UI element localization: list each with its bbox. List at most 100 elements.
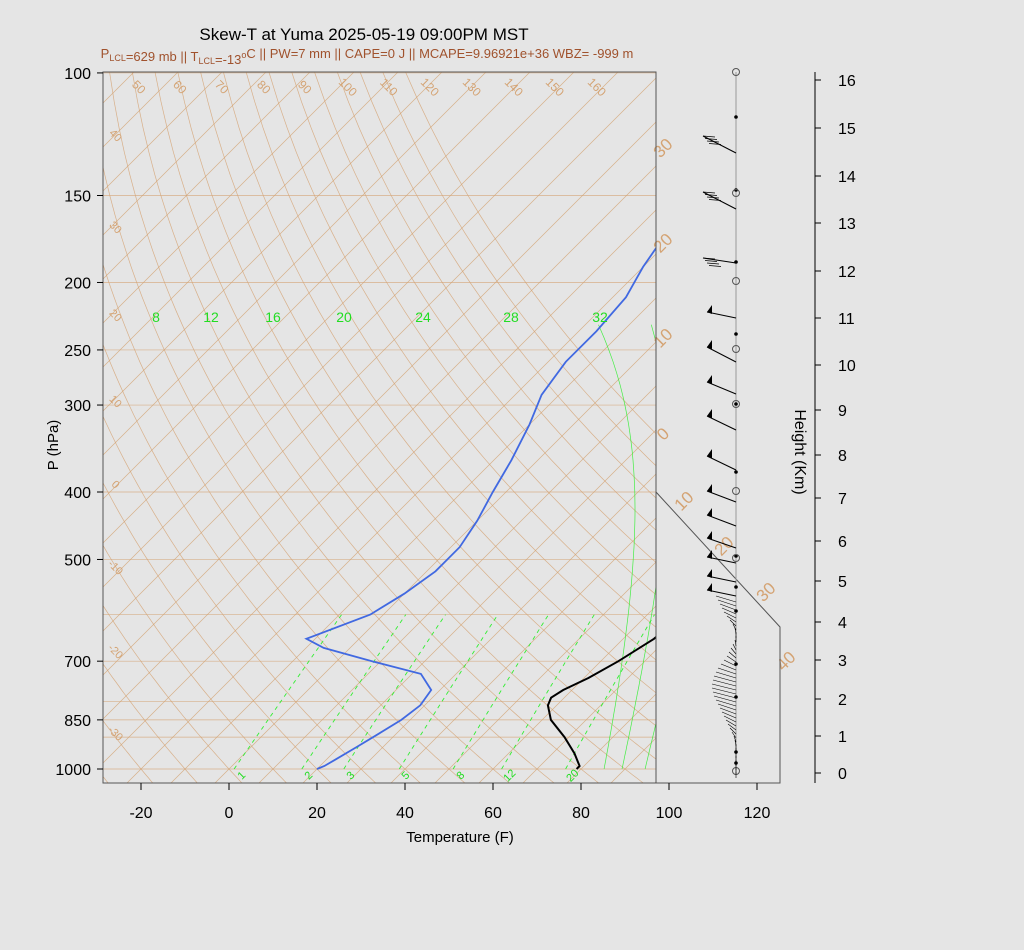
dry-adiabat xyxy=(103,544,288,783)
wind-pennant xyxy=(707,305,712,314)
dry-adiabat xyxy=(0,41,64,784)
dry-adiabat xyxy=(132,72,600,783)
x-tick-label: 80 xyxy=(572,805,590,822)
wind-barb-low xyxy=(715,671,737,679)
isotherm-label: -20 xyxy=(105,642,125,662)
dry-adiabat xyxy=(103,263,466,783)
mixing-ratio-label: 12 xyxy=(203,309,219,325)
moist-adiabat xyxy=(644,721,656,770)
isotherm-label: 110 xyxy=(377,75,401,99)
wind-dot xyxy=(734,470,738,474)
wind-barb-low xyxy=(715,699,737,707)
isotherm-line xyxy=(103,72,179,148)
wind-barb-low xyxy=(721,607,737,615)
wind-barb xyxy=(706,455,737,471)
isotherm-line xyxy=(610,737,656,783)
mixing-ratio-line xyxy=(398,614,499,770)
dry-adiabat xyxy=(223,72,656,694)
isotherm-line xyxy=(103,72,399,368)
isotherm-line xyxy=(103,209,656,764)
isotherm-label: 40 xyxy=(107,127,124,144)
wind-barb-low xyxy=(729,619,737,627)
wind-barb-low xyxy=(733,735,737,743)
x-tick-label: 120 xyxy=(744,805,771,822)
dry-adiabat xyxy=(103,165,511,783)
wind-dot xyxy=(734,332,738,336)
isotherm-line xyxy=(103,72,311,280)
height-axis-label: Height (Km) xyxy=(791,409,808,494)
x-tick-label: 100 xyxy=(656,805,683,822)
mixing-ratio-label: 8 xyxy=(152,309,160,325)
wind-barb-low xyxy=(728,651,737,659)
isotherm-line xyxy=(103,77,656,632)
x-axis-label: Temperature (F) xyxy=(406,829,514,846)
wind-dot xyxy=(734,115,738,119)
isotherm-label: 150 xyxy=(543,75,567,99)
isotherm-line xyxy=(478,605,656,783)
wind-feather xyxy=(704,194,718,196)
wind-barb-low xyxy=(725,719,737,727)
wind-dot xyxy=(734,554,738,558)
mixing-ratio-label: 1 xyxy=(235,769,248,782)
isotherm-line xyxy=(103,165,656,720)
isotherm-label: 130 xyxy=(460,75,484,99)
dewpoint-line xyxy=(304,246,656,770)
wind-barb-low xyxy=(719,707,737,715)
mixing-ratio-line xyxy=(233,614,342,770)
isotherm-label: 60 xyxy=(170,77,190,97)
chart-title: Skew-T at Yuma 2025-05-19 09:00PM MST xyxy=(199,25,528,44)
wind-calm-circle xyxy=(732,345,740,353)
isotherm-label: 10 xyxy=(671,488,698,515)
wind-barbs xyxy=(702,68,740,778)
isotherm-line xyxy=(434,561,656,783)
isotherm-label: 140 xyxy=(502,75,526,99)
isotherm-line xyxy=(103,72,223,192)
height-tick-label: 7 xyxy=(838,491,847,508)
isotherm-label: 10 xyxy=(107,393,124,410)
wind-feather xyxy=(708,143,722,145)
wind-barb-low xyxy=(717,599,737,607)
isotherm-label: 10 xyxy=(650,325,677,352)
isotherm-label: 120 xyxy=(418,75,442,99)
dry-adiabat xyxy=(177,72,656,760)
wind-barb-low xyxy=(727,723,737,731)
isotherm-line xyxy=(170,297,656,783)
isotherm-label: -30 xyxy=(105,724,125,744)
wind-feather xyxy=(702,191,716,194)
isotherm-line xyxy=(346,473,656,783)
mixing-ratio-line xyxy=(565,614,655,770)
x-tick-label: -20 xyxy=(129,805,152,822)
height-tick-label: 11 xyxy=(838,311,855,328)
height-tick-label: 8 xyxy=(838,448,847,465)
mixing-ratio-line xyxy=(301,614,407,770)
isotherm-line xyxy=(103,72,531,500)
height-tick-label: 6 xyxy=(838,534,847,551)
wind-barb-low xyxy=(730,647,737,655)
wind-feather xyxy=(708,265,722,267)
wind-dot xyxy=(734,585,738,589)
dry-adiabat xyxy=(314,72,656,563)
y-tick-label: 700 xyxy=(64,654,91,671)
dry-adiabat xyxy=(103,604,243,783)
isotherm-line xyxy=(522,649,656,783)
wind-barb-low xyxy=(726,615,737,623)
plot-grid xyxy=(0,41,1024,784)
x-tick-label: 60 xyxy=(484,805,502,822)
x-tick-label: 40 xyxy=(396,805,414,822)
isotherm-label: 50 xyxy=(129,77,149,97)
dry-adiabat xyxy=(103,776,109,783)
wind-barb-low xyxy=(711,683,737,691)
wind-barb-low xyxy=(717,703,737,711)
y-axis-label: P (hPa) xyxy=(45,420,62,471)
wind-pennant xyxy=(707,484,712,493)
dry-adiabat xyxy=(291,72,656,596)
isotherm-label: 70 xyxy=(212,77,232,97)
isotherm-label: 30 xyxy=(107,219,124,236)
mixing-ratio-line xyxy=(501,614,595,770)
height-tick-label: 12 xyxy=(838,264,856,281)
wind-pennant xyxy=(707,340,712,349)
isotherm-line xyxy=(786,41,1024,784)
height-tick-label: 2 xyxy=(838,692,847,709)
